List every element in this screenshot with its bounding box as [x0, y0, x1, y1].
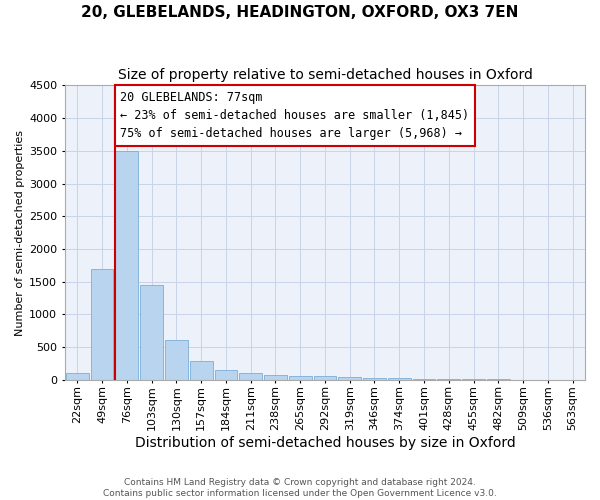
Bar [264, 374, 287, 380]
Bar [437, 379, 460, 380]
Bar [215, 370, 237, 380]
Bar [388, 378, 410, 380]
Text: 20, GLEBELANDS, HEADINGTON, OXFORD, OX3 7EN: 20, GLEBELANDS, HEADINGTON, OXFORD, OX3 … [82, 5, 518, 20]
Bar [413, 379, 436, 380]
Bar [66, 372, 89, 380]
X-axis label: Distribution of semi-detached houses by size in Oxford: Distribution of semi-detached houses by … [134, 436, 515, 450]
Bar [462, 379, 485, 380]
Bar [314, 376, 337, 380]
Bar [239, 373, 262, 380]
Text: Contains HM Land Registry data © Crown copyright and database right 2024.
Contai: Contains HM Land Registry data © Crown c… [103, 478, 497, 498]
Y-axis label: Number of semi-detached properties: Number of semi-detached properties [15, 130, 25, 336]
Bar [91, 268, 113, 380]
Bar [115, 151, 138, 380]
Bar [338, 378, 361, 380]
Bar [289, 376, 311, 380]
Bar [190, 362, 212, 380]
Title: Size of property relative to semi-detached houses in Oxford: Size of property relative to semi-detach… [118, 68, 532, 82]
Bar [140, 285, 163, 380]
Text: 20 GLEBELANDS: 77sqm
← 23% of semi-detached houses are smaller (1,845)
75% of se: 20 GLEBELANDS: 77sqm ← 23% of semi-detac… [121, 90, 470, 140]
Bar [363, 378, 386, 380]
Bar [165, 340, 188, 380]
